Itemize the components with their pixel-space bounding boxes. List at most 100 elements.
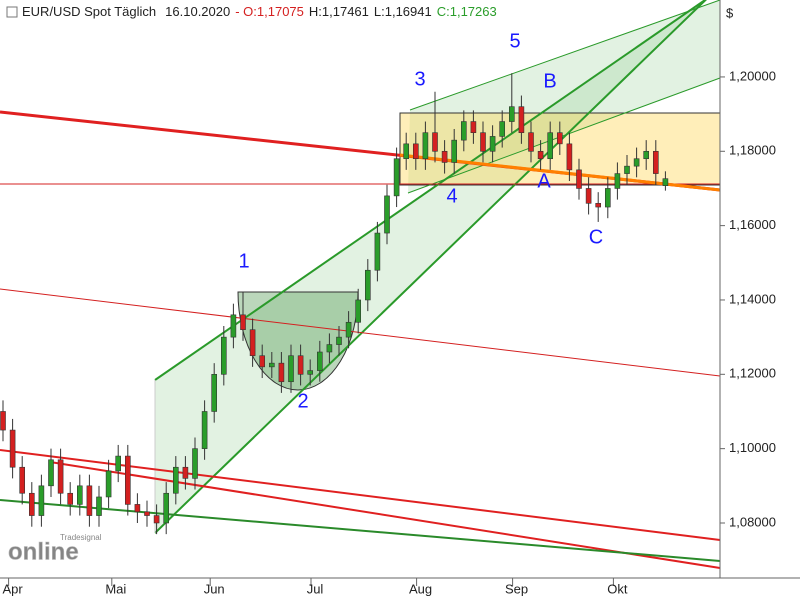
y-tick-label: 1,16000: [729, 217, 776, 232]
candle-body: [288, 355, 294, 383]
candle-body: [643, 150, 650, 160]
candle-body: [393, 158, 400, 197]
channel-line: [409, 0, 721, 111]
wave-label: 4: [446, 185, 457, 207]
channel-line: [154, 0, 707, 534]
open: - O:1,17075: [235, 4, 304, 19]
candle-body: [470, 121, 477, 133]
y-tick-label: 1,12000: [729, 366, 776, 381]
candle-body: [412, 143, 419, 160]
candle-body: [480, 132, 486, 152]
candle-body: [67, 492, 73, 505]
wave-label: 5: [509, 30, 520, 52]
candle-body: [432, 132, 438, 152]
candle-body: [48, 459, 54, 487]
candle-body: [499, 121, 506, 137]
candle-body: [652, 150, 659, 174]
wave-label: A: [537, 170, 551, 192]
wave-label: C: [589, 226, 603, 248]
candle-body: [38, 485, 45, 516]
candle-body: [566, 143, 573, 171]
candle-body: [105, 470, 112, 498]
candle-body: [518, 106, 525, 133]
watermark: Tradesignal online: [8, 533, 102, 566]
trend-line: [0, 499, 721, 562]
checkbox[interactable]: [6, 6, 18, 18]
channel-line: [154, 0, 706, 381]
instrument: EUR/USD Spot Täglich: [22, 4, 156, 19]
candle-body: [508, 106, 515, 122]
candle-body: [384, 195, 390, 234]
candle-body: [489, 136, 496, 152]
y-tick-label: 1,08000: [729, 514, 776, 529]
x-tick-label: Okt: [607, 581, 628, 596]
candle-body: [537, 150, 544, 160]
candle-body: [134, 504, 141, 513]
candle-body: [528, 132, 534, 152]
wave-label: 2: [297, 390, 308, 412]
candle-body: [9, 429, 16, 468]
candle-body: [86, 485, 93, 516]
x-tick-label: Apr: [2, 581, 23, 596]
candle-body: [374, 232, 381, 271]
candle-body: [460, 121, 467, 141]
wave-label: B: [543, 70, 556, 92]
candle-body: [278, 362, 285, 383]
candles: [0, 73, 669, 535]
candle-body: [556, 132, 563, 145]
candle-body: [297, 355, 304, 375]
wave-label: 3: [414, 68, 425, 90]
wave-label: 1: [238, 250, 249, 272]
candle-body: [422, 132, 429, 160]
candle-body: [307, 370, 314, 375]
low: L:1,16941: [374, 4, 432, 19]
candle-body: [249, 329, 256, 357]
x-tick-label: Jun: [204, 581, 225, 596]
candle-body: [19, 466, 26, 494]
close: C:1,17263: [437, 4, 497, 19]
candle-body: [576, 169, 582, 189]
watermark-small: Tradesignal: [60, 533, 102, 542]
candle-body: [125, 455, 131, 505]
candle-body: [633, 158, 640, 167]
candle-body: [259, 355, 266, 368]
date: 16.10.2020: [165, 4, 230, 19]
candle-body: [230, 314, 237, 338]
trend-line: [0, 288, 721, 377]
candle-body: [268, 362, 275, 368]
candle-body: [211, 374, 217, 412]
header: EUR/USD Spot Täglich 16.10.2020 - O:1,1707…: [22, 4, 497, 19]
y-tick-label: 1,14000: [729, 291, 776, 306]
candle-body: [403, 143, 410, 160]
candle-body: [77, 485, 83, 505]
y-unit: $: [726, 5, 734, 20]
candle-body: [182, 466, 189, 479]
channel-line: [407, 77, 721, 194]
candle-body: [221, 336, 227, 375]
candle-body: [0, 411, 6, 431]
candle-body: [451, 139, 458, 163]
candle-body: [364, 269, 371, 301]
y-tick-label: 1,18000: [729, 143, 776, 158]
watermark-big: online: [8, 538, 79, 565]
x-tick-label: Mai: [105, 581, 126, 596]
candle-body: [355, 299, 362, 323]
candle-body: [595, 203, 602, 208]
x-tick-label: Sep: [505, 581, 528, 596]
candle-body: [115, 455, 121, 472]
candle-body: [585, 188, 592, 204]
candle-body: [316, 351, 323, 371]
candle-body: [326, 344, 333, 353]
candle-body: [614, 173, 621, 189]
candle-body: [240, 314, 246, 331]
candle-body: [96, 496, 102, 516]
candle-body: [624, 165, 630, 174]
y-tick-label: 1,10000: [729, 440, 776, 455]
candle-body: [192, 448, 198, 479]
candle-body: [604, 188, 611, 208]
candle-body: [163, 492, 169, 524]
trend-line: [49, 461, 721, 569]
x-tick-label: Jul: [307, 581, 324, 596]
